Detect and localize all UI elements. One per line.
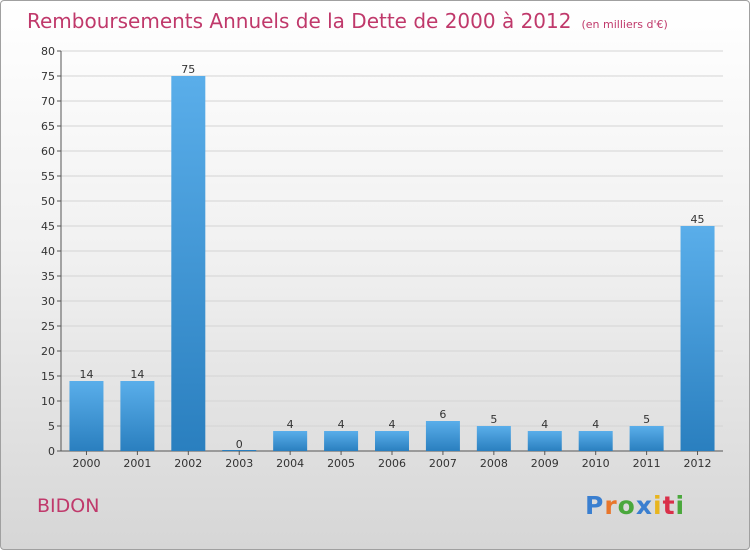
bar-2008	[476, 426, 511, 451]
data-label-2009: 4	[541, 418, 548, 431]
y-tick-label: 15	[41, 370, 55, 383]
bar-2001	[120, 381, 155, 451]
bar-2004	[273, 431, 308, 451]
data-label-2001: 14	[130, 368, 144, 381]
x-tick-label: 2010	[582, 457, 610, 470]
proxiti-logo: Proxiti	[585, 491, 685, 520]
bar-2009	[527, 431, 562, 451]
commune-name: BIDON	[37, 495, 100, 517]
logo-letter: P	[585, 491, 605, 520]
y-tick-label: 45	[41, 220, 55, 233]
data-label-2006: 4	[389, 418, 396, 431]
x-tick-label: 2008	[480, 457, 508, 470]
data-label-2011: 5	[643, 413, 650, 426]
unit-note: (en milliers d'€)	[581, 18, 668, 31]
y-tick-label: 25	[41, 320, 55, 333]
data-label-2003: 0	[236, 438, 243, 451]
x-tick-label: 2011	[633, 457, 661, 470]
bar-2011	[629, 426, 664, 451]
logo-letter: t	[662, 491, 676, 520]
logo-letter: x	[635, 491, 653, 520]
y-tick-label: 5	[48, 420, 55, 433]
logo-letter: i	[675, 491, 686, 520]
data-label-2008: 5	[490, 413, 497, 426]
y-tick-label: 65	[41, 120, 55, 133]
x-tick-label: 2000	[72, 457, 100, 470]
axes	[60, 51, 723, 455]
y-tick-label: 10	[41, 395, 55, 408]
bar-2007	[425, 421, 460, 451]
x-tick-label: 2006	[378, 457, 406, 470]
x-tick-label: 2007	[429, 457, 457, 470]
grid-lines	[57, 50, 723, 452]
logo-letter: r	[604, 491, 618, 520]
data-label-2012: 45	[691, 213, 705, 226]
y-tick-label: 60	[41, 145, 55, 158]
data-label-2005: 4	[338, 418, 345, 431]
chart-title-text: Remboursements Annuels de la Dette de 20…	[27, 9, 572, 33]
bar-2012	[680, 226, 715, 451]
bar-2005	[324, 431, 359, 451]
x-tick-label: 2004	[276, 457, 304, 470]
bar-2002	[171, 76, 206, 451]
y-tick-label: 55	[41, 170, 55, 183]
x-tick-labels: 2000 2001 2002 2003 2004 2005 2006 2007 2008 2009…	[72, 457, 711, 470]
x-tick-label: 2012	[684, 457, 712, 470]
data-label-2000: 14	[79, 368, 93, 381]
bar-2010	[578, 431, 613, 451]
x-tick-label: 2001	[123, 457, 151, 470]
y-tick-label: 40	[41, 245, 55, 258]
x-tick-label: 2009	[531, 457, 559, 470]
y-tick-label: 0	[48, 445, 55, 458]
y-tick-label: 50	[41, 195, 55, 208]
y-tick-label: 70	[41, 95, 55, 108]
x-tick-label: 2003	[225, 457, 253, 470]
y-tick-label: 75	[41, 70, 55, 83]
data-label-2004: 4	[287, 418, 294, 431]
logo-letter: o	[617, 491, 636, 520]
y-tick-labels: 0 5 10 15 20 25 30 35 40 45 50 55 60 65 70 75 80	[41, 45, 55, 458]
x-tick-label: 2005	[327, 457, 355, 470]
y-tick-label: 30	[41, 295, 55, 308]
data-label-2007: 6	[439, 408, 446, 421]
logo-letter: i	[653, 491, 663, 520]
bar-2006	[375, 431, 409, 451]
y-tick-label: 80	[41, 45, 55, 58]
chart-title: Remboursements Annuels de la Dette de 20…	[27, 9, 668, 33]
bar-2000	[69, 381, 104, 451]
bars	[69, 76, 715, 451]
y-tick-label: 20	[41, 345, 55, 358]
x-tick-label: 2002	[174, 457, 202, 470]
y-tick-label: 35	[41, 270, 55, 283]
data-label-2010: 4	[592, 418, 599, 431]
data-label-2002: 75	[181, 63, 195, 76]
